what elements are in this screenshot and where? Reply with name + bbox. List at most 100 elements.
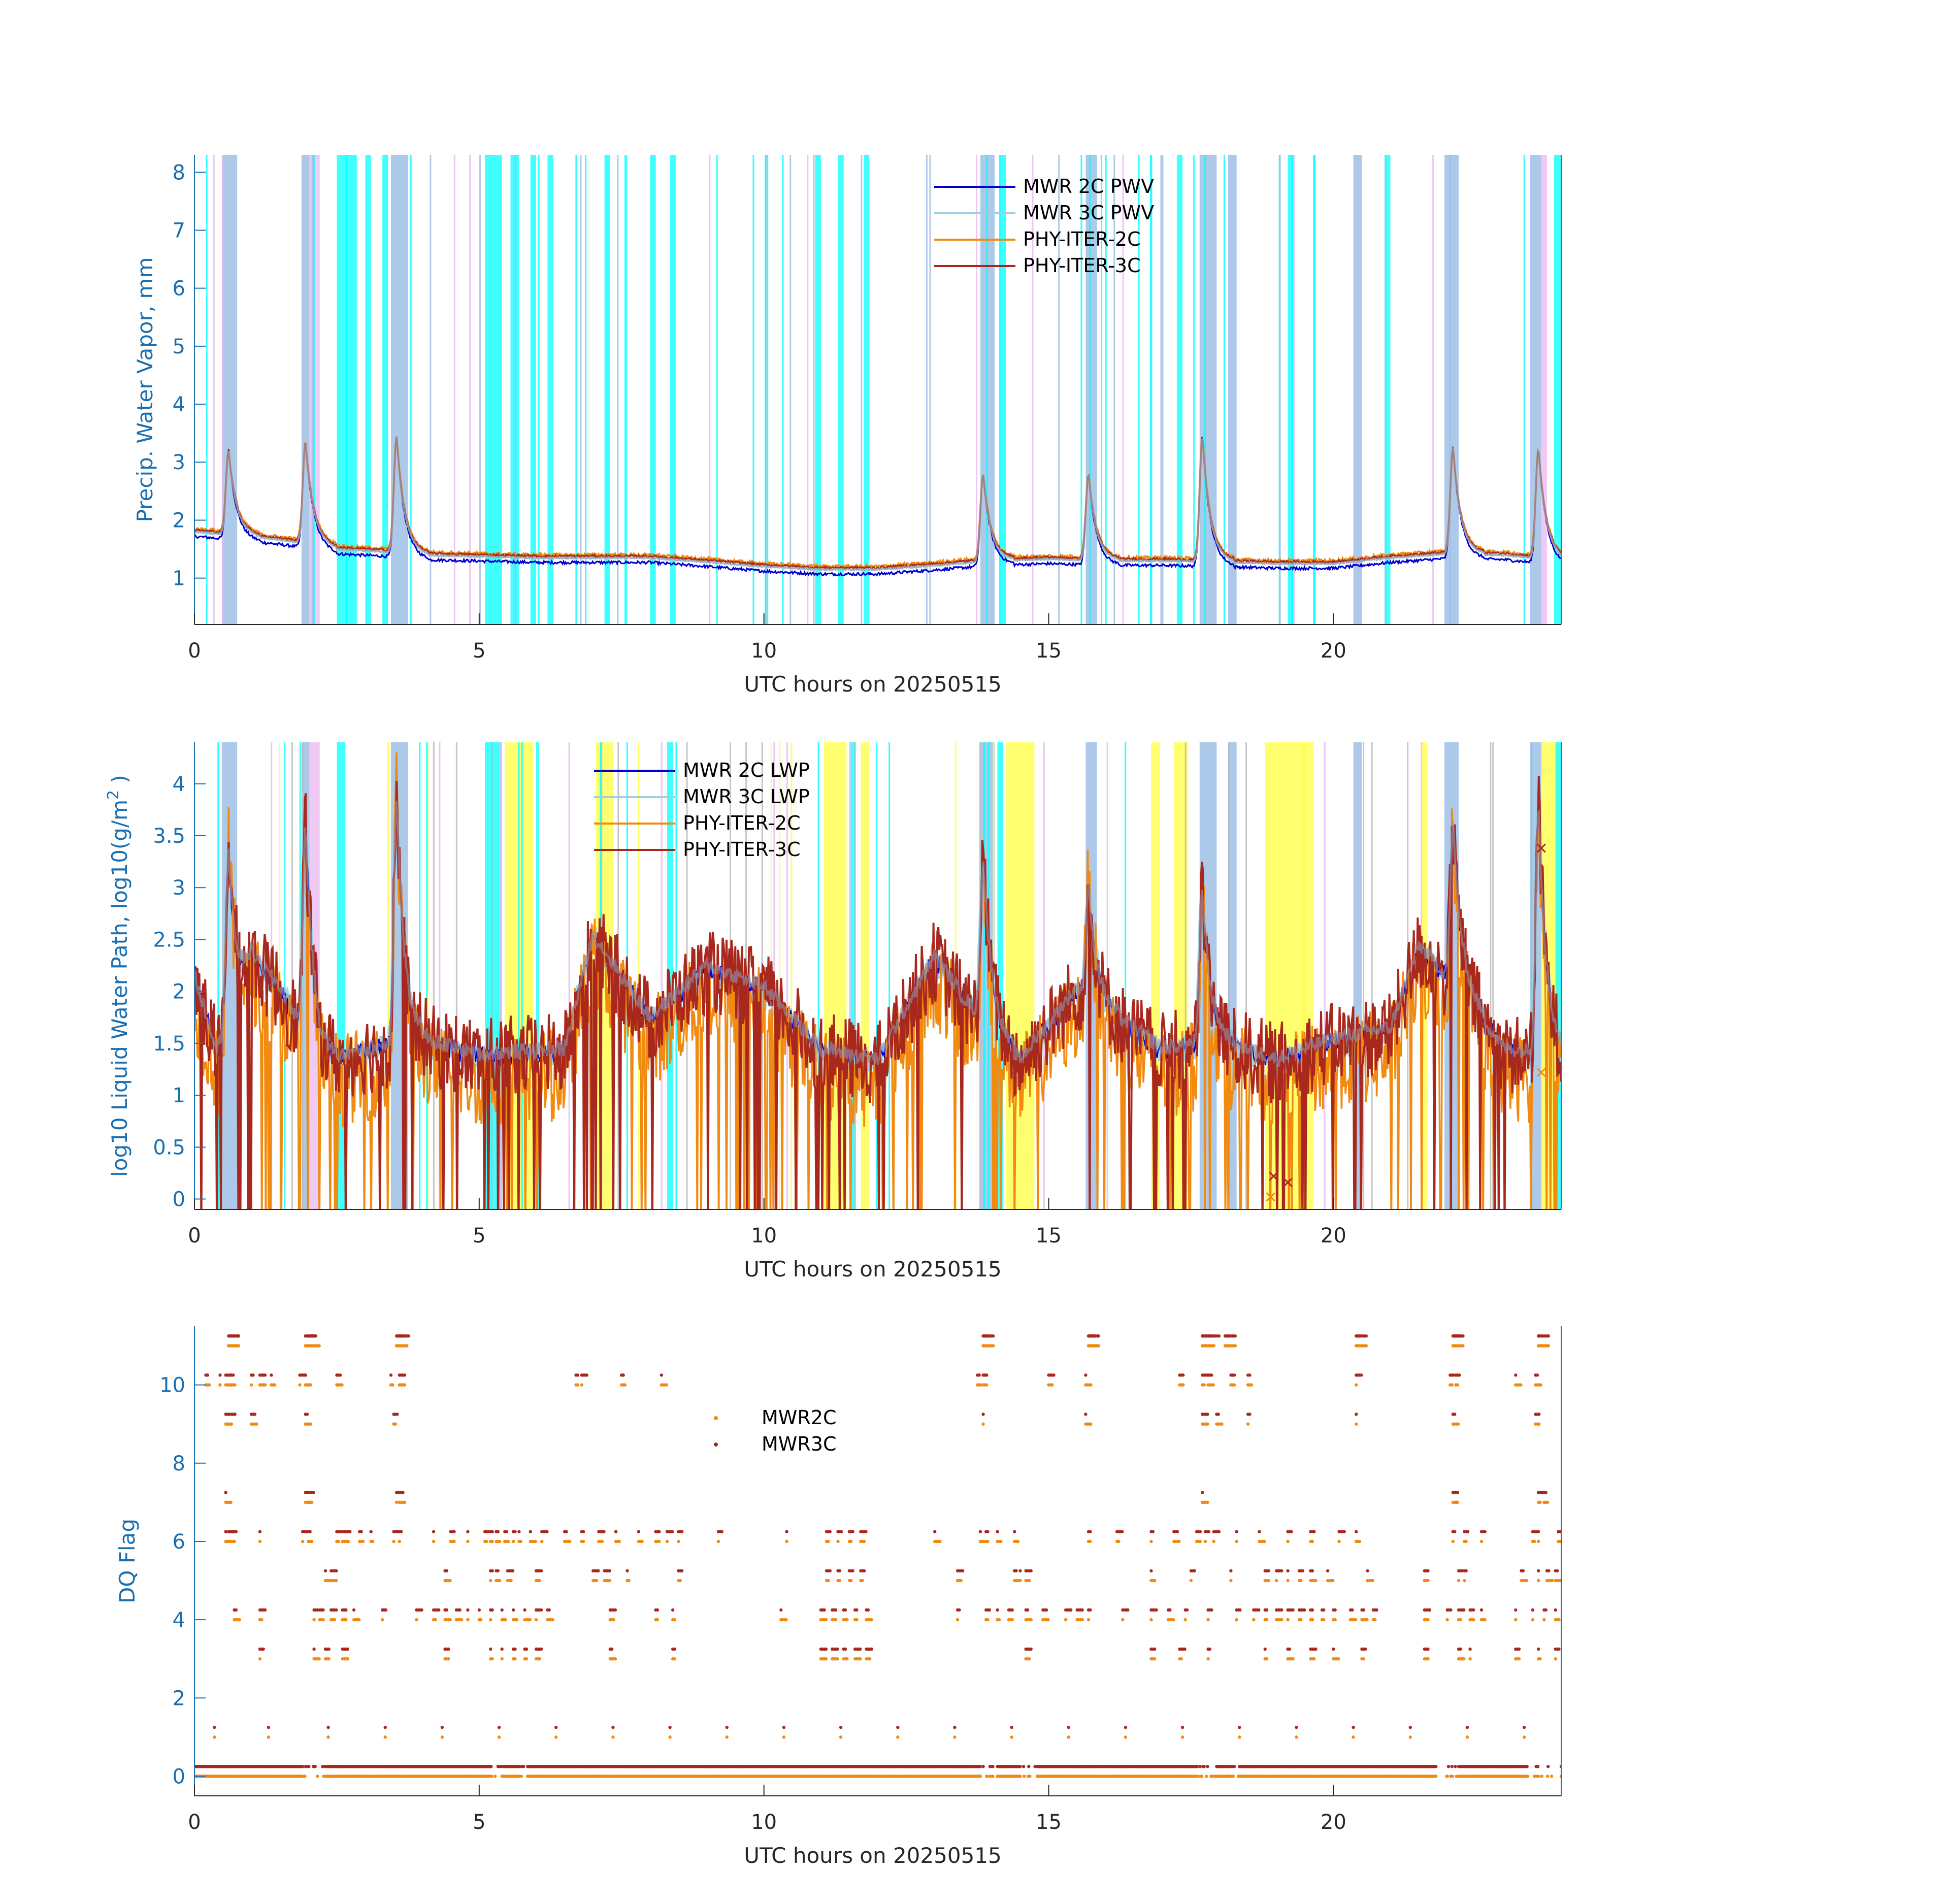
point bbox=[978, 1764, 982, 1768]
y-tick-label: 2.5 bbox=[153, 928, 185, 951]
point bbox=[1117, 1539, 1121, 1544]
point bbox=[1557, 1618, 1561, 1622]
point bbox=[612, 1618, 615, 1622]
flag-band-cyan bbox=[849, 742, 855, 1209]
point bbox=[1206, 1500, 1209, 1504]
point bbox=[868, 1657, 872, 1661]
point bbox=[1238, 1735, 1241, 1739]
point bbox=[346, 1657, 349, 1661]
point bbox=[1538, 1500, 1542, 1504]
point bbox=[524, 1657, 529, 1661]
legend-label: MWR 2C LWP bbox=[683, 759, 810, 781]
point bbox=[415, 1618, 418, 1622]
point bbox=[317, 1344, 321, 1348]
point bbox=[489, 1618, 492, 1622]
point bbox=[1064, 1618, 1068, 1622]
point bbox=[218, 1383, 222, 1387]
point bbox=[229, 1422, 234, 1426]
point bbox=[655, 1618, 660, 1622]
point bbox=[1464, 1539, 1468, 1544]
point bbox=[1010, 1618, 1014, 1622]
point bbox=[1274, 1579, 1278, 1583]
point bbox=[1179, 1657, 1183, 1661]
point bbox=[845, 1657, 849, 1661]
point bbox=[313, 1764, 317, 1768]
series-overlap bbox=[194, 800, 1561, 1068]
point bbox=[498, 1579, 502, 1583]
point bbox=[485, 1539, 488, 1544]
flag-band-cyan bbox=[365, 155, 371, 625]
flag-band-cyan bbox=[1000, 155, 1006, 625]
point bbox=[1445, 1775, 1449, 1778]
y-tick-label: 6 bbox=[173, 277, 185, 301]
point bbox=[1233, 1344, 1237, 1348]
point bbox=[999, 1539, 1003, 1544]
flag-band-cyan bbox=[815, 155, 821, 625]
x-tick-label: 15 bbox=[1036, 639, 1062, 663]
y-tick-label: 0.5 bbox=[153, 1136, 185, 1159]
point bbox=[1249, 1383, 1254, 1387]
series-mwr2c bbox=[194, 1344, 1561, 1778]
point bbox=[1202, 1383, 1206, 1387]
point bbox=[1365, 1618, 1369, 1622]
point bbox=[1310, 1539, 1314, 1544]
marker-x bbox=[1536, 1068, 1546, 1077]
point bbox=[668, 1735, 672, 1739]
point bbox=[1461, 1344, 1465, 1348]
point bbox=[1235, 1539, 1238, 1544]
point bbox=[1206, 1764, 1209, 1768]
point bbox=[1097, 1344, 1100, 1348]
plot-area bbox=[194, 155, 1561, 625]
flag-band-cyan bbox=[1385, 155, 1391, 625]
point bbox=[305, 1764, 309, 1768]
point bbox=[326, 1735, 330, 1739]
point bbox=[782, 1735, 786, 1739]
y-tick-label: 8 bbox=[173, 161, 185, 184]
flag-band-blue bbox=[1228, 155, 1237, 625]
point bbox=[1533, 1539, 1536, 1544]
marker-x bbox=[1266, 1192, 1276, 1202]
series-mwr3c bbox=[194, 1334, 1561, 1768]
point bbox=[1539, 1383, 1542, 1387]
point bbox=[273, 1383, 277, 1387]
point bbox=[677, 1539, 680, 1544]
point bbox=[229, 1500, 233, 1504]
point bbox=[861, 1579, 864, 1583]
point bbox=[1280, 1618, 1283, 1622]
flag-band-cyan bbox=[670, 155, 676, 625]
point bbox=[991, 1764, 995, 1768]
point bbox=[1299, 1579, 1303, 1583]
y-tick-label: 1 bbox=[173, 567, 185, 590]
point bbox=[301, 1539, 305, 1544]
point bbox=[346, 1539, 350, 1544]
point bbox=[839, 1735, 843, 1739]
point bbox=[506, 1539, 510, 1544]
point bbox=[1463, 1579, 1466, 1583]
legend-label: MWR 2C PWV bbox=[1023, 175, 1154, 198]
point bbox=[1211, 1775, 1214, 1778]
point bbox=[540, 1539, 544, 1544]
point bbox=[213, 1735, 216, 1739]
point bbox=[497, 1735, 501, 1739]
point bbox=[551, 1618, 554, 1622]
point bbox=[1212, 1539, 1215, 1544]
point bbox=[392, 1539, 396, 1544]
y-tick-label: 1 bbox=[173, 1084, 185, 1107]
point bbox=[1089, 1383, 1093, 1387]
y-tick-label: 7 bbox=[173, 219, 185, 242]
y-axis-label-main: log10 Liquid Water Path, log10(g/m bbox=[107, 800, 132, 1177]
point bbox=[1457, 1579, 1461, 1583]
point bbox=[1087, 1618, 1091, 1622]
point bbox=[1545, 1500, 1550, 1504]
point bbox=[1451, 1775, 1454, 1778]
x-tick-label: 20 bbox=[1321, 639, 1346, 663]
x-tick-label: 10 bbox=[751, 1224, 777, 1248]
flag-band-cyan bbox=[838, 155, 844, 625]
point bbox=[1198, 1539, 1202, 1544]
flag-band-cyan bbox=[604, 155, 610, 625]
point bbox=[466, 1539, 470, 1544]
point bbox=[1265, 1618, 1269, 1622]
point bbox=[1450, 1383, 1454, 1387]
